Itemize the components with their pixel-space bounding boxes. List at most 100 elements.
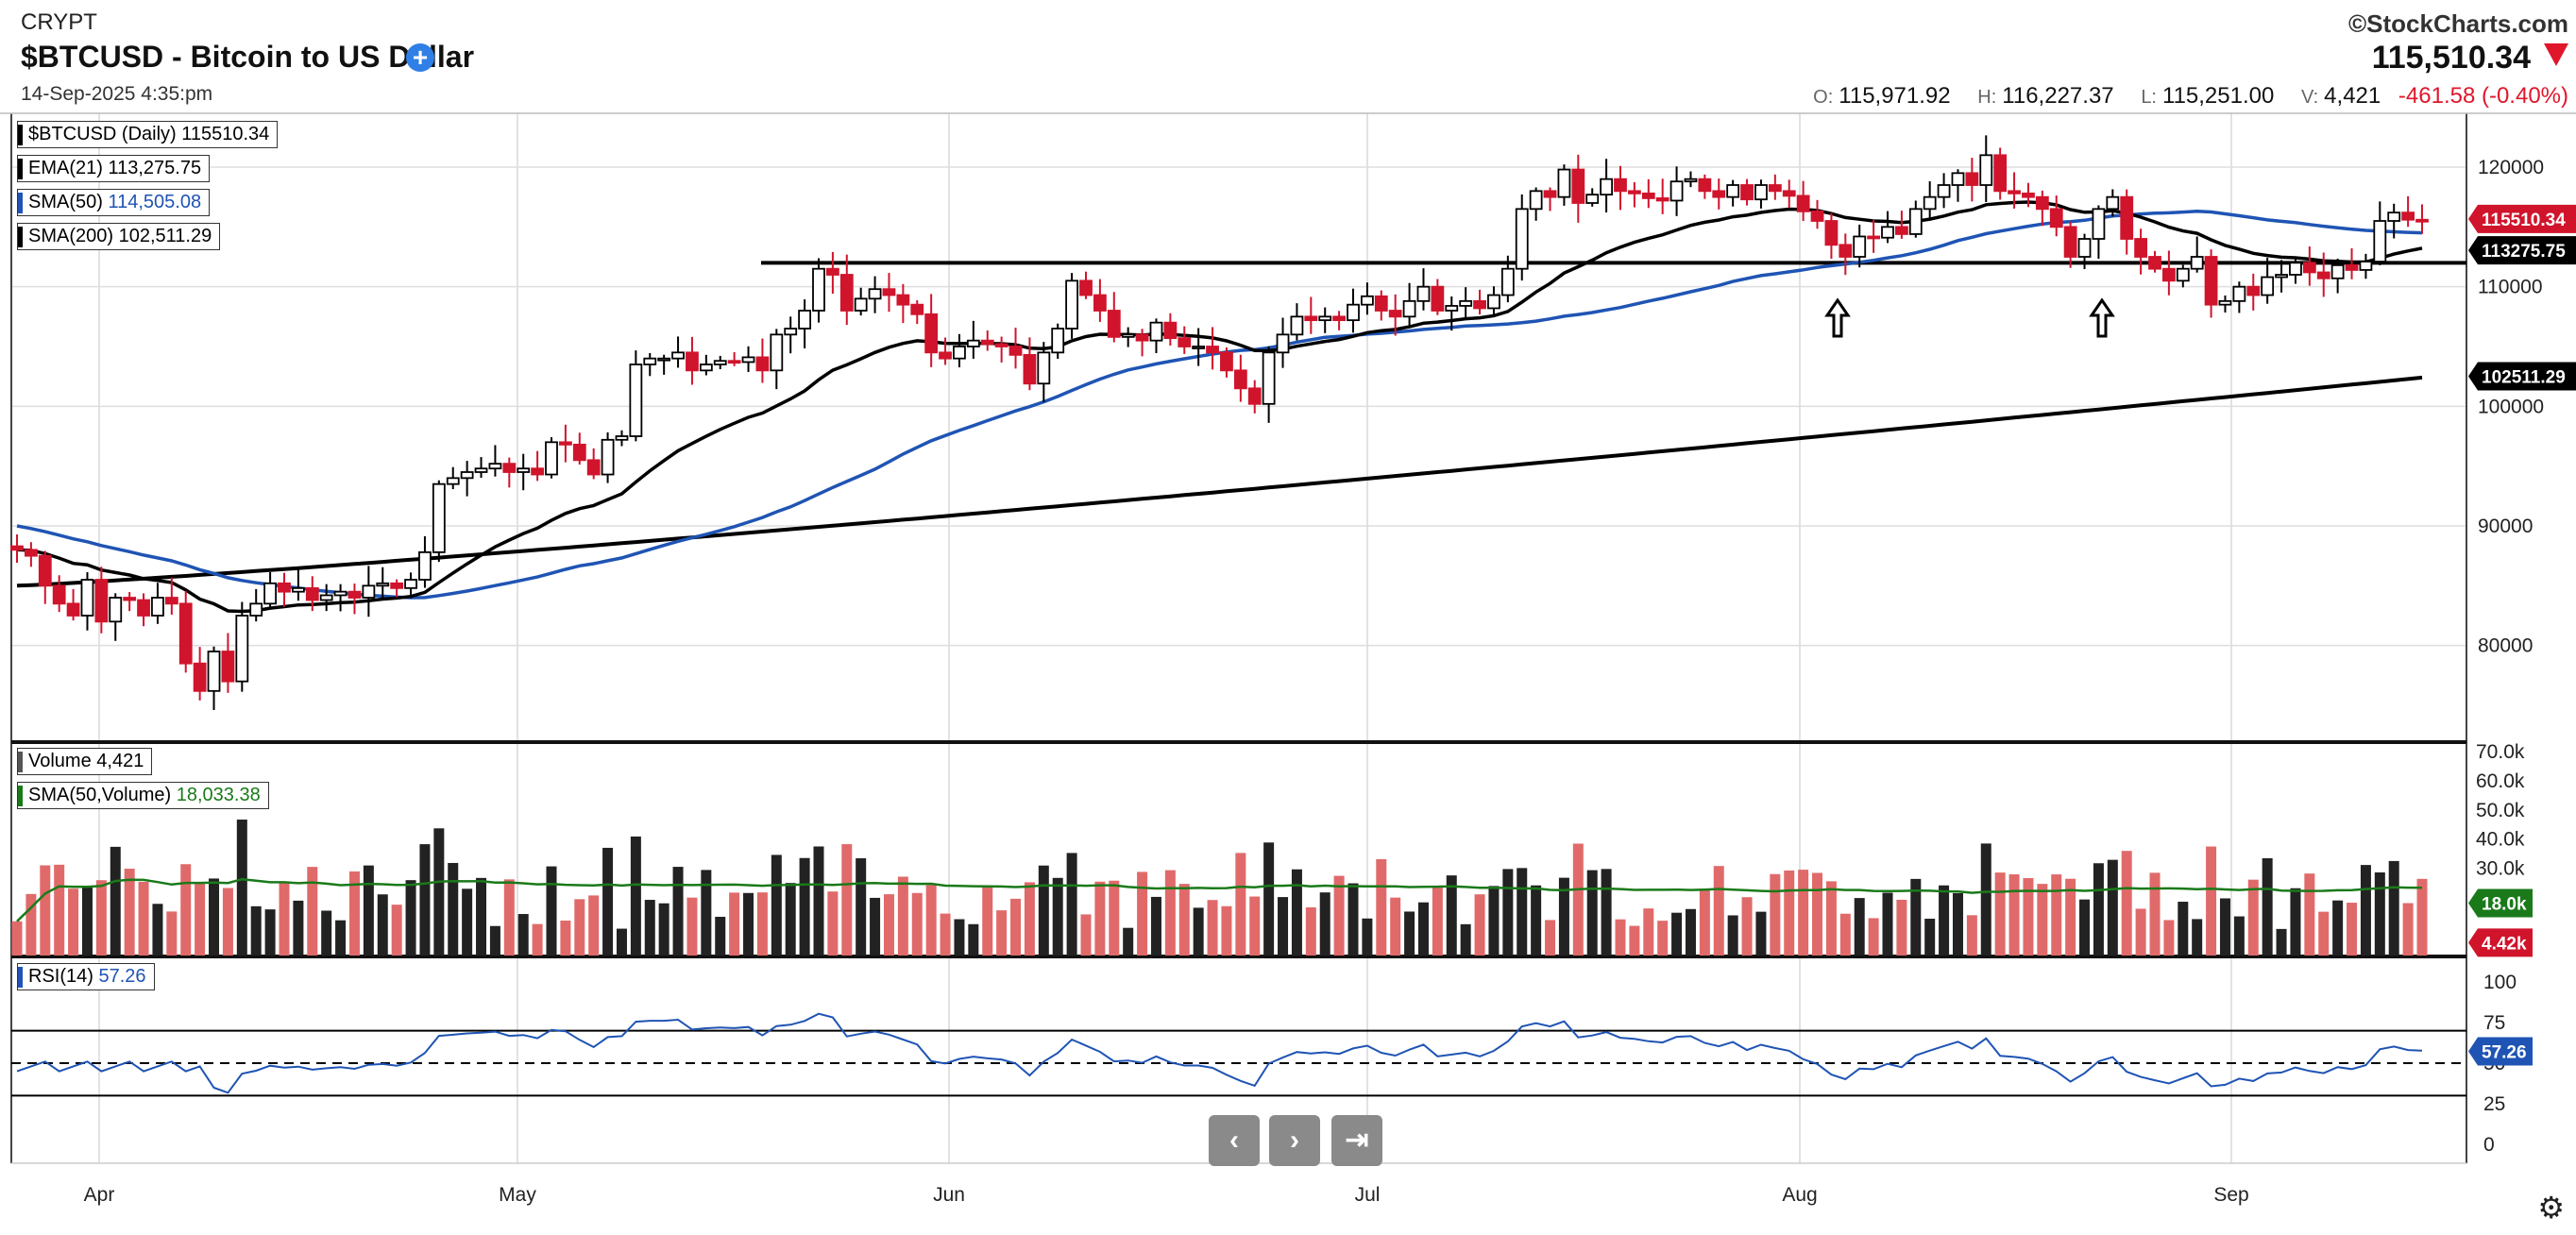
exchange-label: CRYPT — [21, 9, 97, 35]
candle — [1233, 354, 1247, 402]
candle — [1853, 224, 1867, 268]
volume-bar — [110, 846, 121, 956]
volume-bar — [2206, 846, 2217, 956]
volume-bar — [856, 858, 867, 956]
candle — [474, 457, 488, 479]
volume-bar — [209, 878, 220, 956]
candle-body — [1163, 321, 1178, 340]
candle — [1374, 290, 1388, 321]
candle — [1459, 287, 1473, 319]
candle-body — [1993, 154, 2008, 193]
add-symbol-button[interactable]: + — [406, 43, 434, 72]
ema21-tag-bg — [2468, 236, 2576, 265]
candle-body — [432, 482, 446, 553]
scroll-forward-button[interactable]: › — [1269, 1115, 1320, 1166]
candle-body — [601, 438, 615, 476]
volume-bar — [363, 865, 374, 956]
candle — [1937, 173, 1951, 209]
volume-bar — [2037, 884, 2048, 956]
volume-bar — [1685, 908, 1696, 956]
sma200-line — [16, 375, 2423, 588]
candle-body — [2176, 267, 2190, 282]
volume-bar — [1404, 911, 1415, 956]
candle — [1908, 200, 1923, 238]
candle — [502, 457, 517, 488]
volume-bar — [1770, 873, 1781, 956]
candle — [1600, 159, 1614, 212]
volume-bar — [1249, 896, 1261, 956]
candle-body — [1276, 333, 1290, 354]
candle-body — [446, 477, 460, 485]
volume-bar — [448, 862, 459, 956]
candle-body — [558, 441, 572, 446]
volume-bar — [1586, 870, 1598, 956]
volume-bar — [546, 866, 557, 956]
gear-icon[interactable]: ⚙ — [2537, 1191, 2565, 1225]
candle-body — [713, 360, 727, 365]
candle-body — [1585, 194, 1600, 204]
candle-body — [2161, 267, 2176, 282]
candle — [1051, 323, 1065, 360]
candle-body — [109, 597, 123, 623]
candle-body — [376, 582, 390, 587]
volume-bar — [180, 864, 192, 956]
candle-body — [966, 339, 980, 347]
open-label: O: — [1813, 87, 1834, 108]
candle — [66, 588, 80, 621]
legend-volume-value: 4,421 — [96, 751, 144, 771]
scroll-back-button[interactable]: ‹ — [1209, 1115, 1260, 1166]
candle — [432, 480, 446, 563]
candle — [1431, 279, 1445, 315]
volume-bar — [841, 844, 853, 956]
low-label: L: — [2141, 87, 2157, 108]
candle-body — [193, 662, 207, 692]
candle-body — [1206, 346, 1219, 354]
candle-body — [1388, 310, 1402, 318]
candle — [939, 337, 952, 365]
price-tick-label: 100000 — [2478, 396, 2544, 417]
candle — [1192, 328, 1206, 366]
candle-body — [755, 356, 770, 372]
candle — [2008, 172, 2021, 209]
candle-body — [2387, 211, 2401, 222]
volume-bar — [1713, 866, 1724, 956]
candle — [2022, 182, 2035, 208]
volume-value: 4,421 — [2324, 83, 2381, 109]
volume-bar — [1558, 877, 1569, 956]
candle — [207, 646, 221, 711]
candle — [263, 572, 278, 609]
volume-bar — [2347, 903, 2358, 956]
legend-swatch — [18, 124, 23, 145]
volume-bar — [2135, 908, 2146, 956]
candle — [1107, 292, 1121, 343]
candle-body — [839, 274, 854, 312]
volume-bar — [1882, 892, 1893, 956]
volume-bar — [1868, 918, 1879, 956]
scroll-to-end-button[interactable]: ⇥ — [1331, 1115, 1382, 1166]
brand-logo[interactable]: ©StockCharts.com — [2348, 9, 2568, 38]
candle-body — [1908, 208, 1923, 235]
candle-body — [882, 288, 896, 296]
volume-bar — [264, 909, 276, 956]
volume-bar — [1038, 865, 1049, 956]
candle-body — [1614, 178, 1627, 193]
candle — [601, 431, 615, 483]
volume-bar — [307, 867, 318, 956]
candle — [1135, 329, 1149, 357]
candle — [924, 294, 939, 367]
volume-bar — [2121, 851, 2132, 956]
candle-body — [1487, 294, 1500, 310]
volume-bar — [729, 892, 740, 956]
volume-sma-tag-bg — [2468, 888, 2533, 918]
volume-bar — [1699, 888, 1710, 956]
candle — [2063, 221, 2077, 268]
candle — [2077, 233, 2092, 270]
candle — [868, 276, 882, 313]
volume-bar — [2008, 874, 2020, 956]
candle-body — [531, 467, 545, 476]
volume-bar — [2402, 903, 2414, 956]
volume-bar — [1066, 853, 1077, 956]
volume-bar — [756, 892, 768, 956]
candle-body — [1220, 351, 1233, 372]
